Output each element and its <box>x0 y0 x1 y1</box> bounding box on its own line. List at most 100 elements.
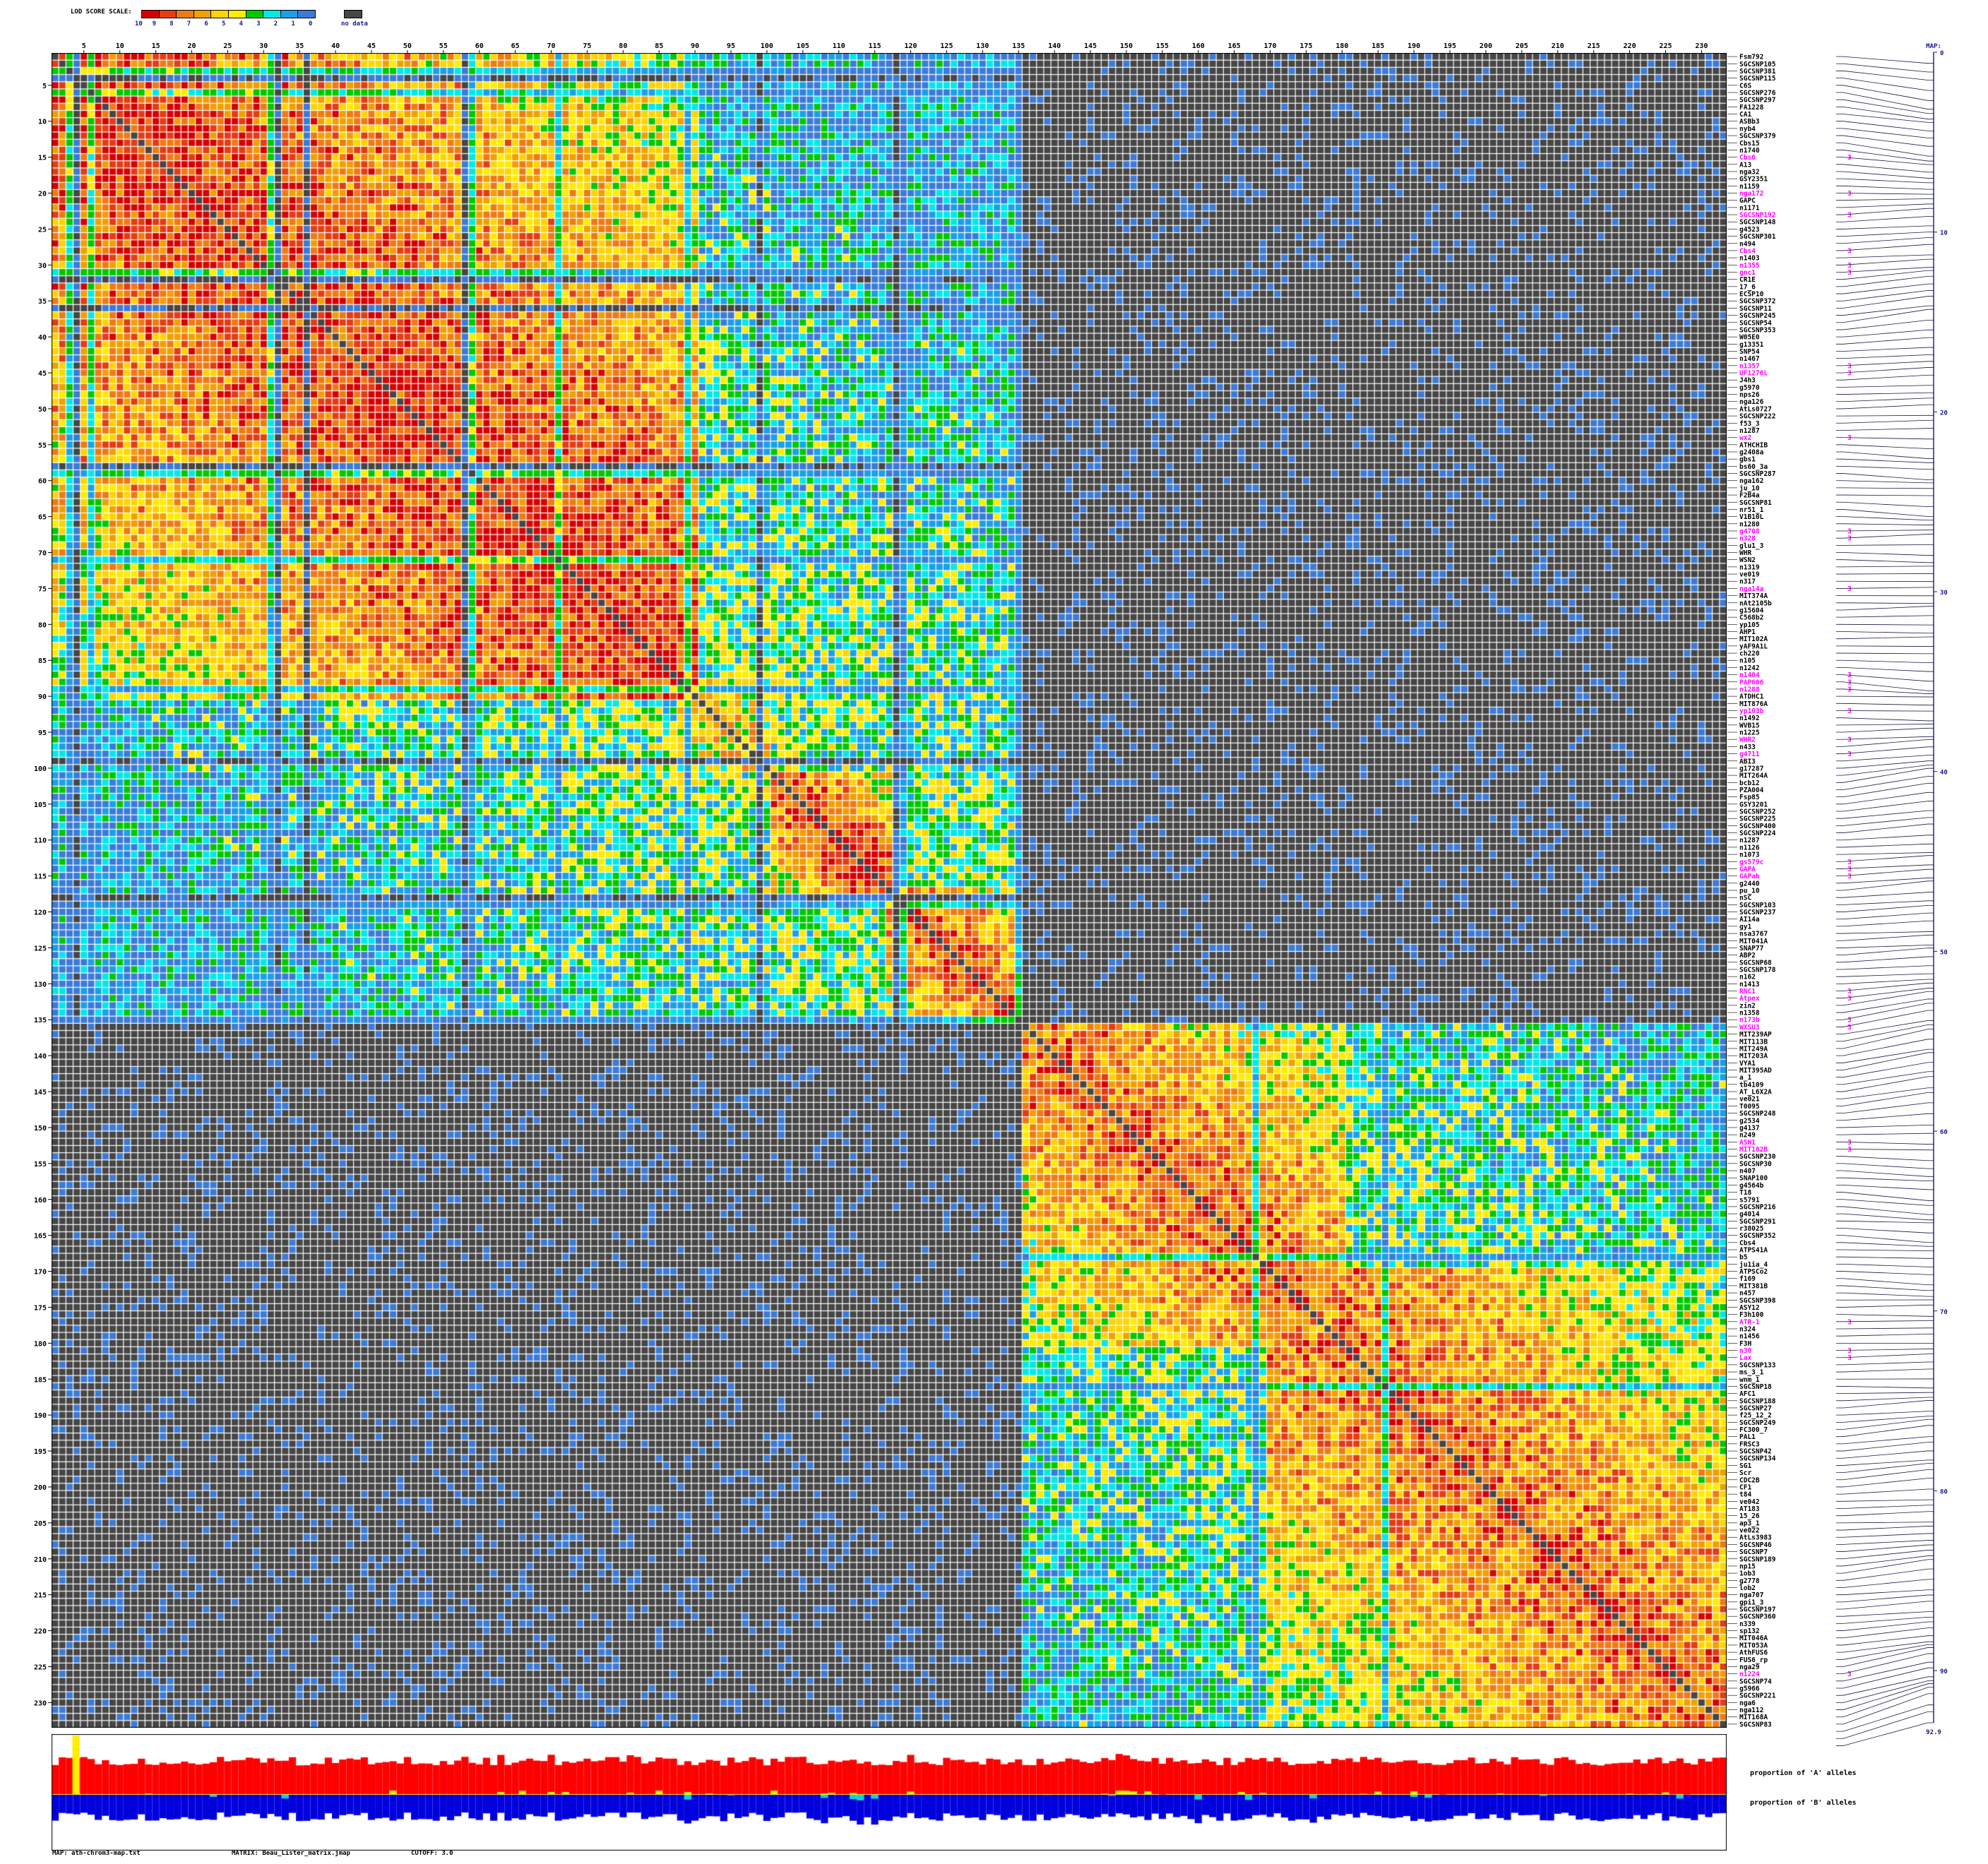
map-connector <box>1836 419 1934 424</box>
marker-name: bs60_3a <box>1739 463 1768 471</box>
marker-flag: 3 <box>1847 362 1852 370</box>
map-connector <box>1836 451 1934 459</box>
marker-name: SGCSNP81 <box>1739 499 1772 507</box>
marker-name: SGCSNP379 <box>1739 133 1776 141</box>
marker-name: T18 <box>1739 1189 1751 1197</box>
marker-name: nga112 <box>1739 1707 1763 1714</box>
map-connector <box>1836 843 1934 848</box>
marker-name: AT183 <box>1739 1505 1760 1513</box>
marker-name: g2408a <box>1739 449 1764 457</box>
marker-name: nga172 <box>1739 190 1763 198</box>
marker-name: MIT046A <box>1739 1635 1768 1642</box>
map-connector <box>1836 710 1934 712</box>
lod-heatmap[interactable] <box>52 53 1727 1728</box>
map-connector <box>1836 444 1934 449</box>
marker-name: ASBb3 <box>1739 118 1760 126</box>
marker-name: FUS6_rp <box>1739 1656 1768 1664</box>
lod-scale-swatch <box>280 10 299 18</box>
marker-name: CA1 <box>1739 111 1751 119</box>
map-connector <box>1836 319 1934 330</box>
marker-flag: 3 <box>1847 247 1852 255</box>
left-axis-tick-label: 55 <box>38 442 47 450</box>
map-connector <box>1836 1177 1934 1181</box>
map-connector <box>1836 1641 1934 1653</box>
map-connector <box>1836 1555 1934 1567</box>
map-connector <box>1836 1392 1934 1394</box>
marker-name: n1403 <box>1739 255 1760 263</box>
marker-name: tb4109 <box>1739 1081 1764 1089</box>
marker-name: SGCSNP301 <box>1739 233 1776 241</box>
marker-name: 15_26 <box>1739 1512 1760 1520</box>
map-connector <box>1836 746 1934 754</box>
map-connector <box>1836 178 1934 184</box>
marker-name: WXSU3 <box>1739 1024 1760 1032</box>
marker-flag: 3 <box>1847 736 1852 744</box>
marker-name: SGCSNP134 <box>1739 1455 1776 1463</box>
marker-name: SGCSNP398 <box>1739 1297 1776 1305</box>
map-connector <box>1836 667 1934 672</box>
marker-name: SGCSNP54 <box>1739 319 1772 327</box>
map-max-label: 92.9 <box>1926 1729 1941 1736</box>
footer-matrix: MATRIX: Beau_Lister_matrix.jmap <box>232 1850 350 1857</box>
marker-flag: 3 <box>1847 859 1852 866</box>
marker-name: g13351 <box>1739 341 1764 349</box>
marker-name: gnc1 <box>1739 269 1756 277</box>
marker-name: GAPab <box>1739 873 1760 880</box>
marker-name: SGCSNP83 <box>1739 1721 1772 1728</box>
map-connector <box>1836 982 1934 991</box>
map-connector <box>1836 1644 1934 1660</box>
top-axis-tick-label: 75 <box>583 42 591 50</box>
map-connector <box>1836 1522 1934 1524</box>
map-connector <box>1836 203 1934 208</box>
map-connector <box>1836 1621 1934 1631</box>
map-connector <box>1836 106 1934 120</box>
map-connector <box>1836 904 1934 912</box>
map-connector <box>1836 1499 1934 1502</box>
marker-name: g4523 <box>1739 226 1760 234</box>
top-axis-tick-label: 230 <box>1695 42 1708 50</box>
marker-name: A13 <box>1739 161 1751 169</box>
map-connector <box>1836 1334 1934 1337</box>
marker-name: n1171 <box>1739 204 1760 212</box>
map-connector <box>1836 1029 1934 1049</box>
top-axis-tick-label: 205 <box>1516 42 1528 50</box>
map-connector <box>1836 428 1934 431</box>
top-axis-tick-label: 50 <box>403 42 412 50</box>
top-axis-tick-label: 165 <box>1228 42 1241 50</box>
marker-name: gy1 <box>1739 923 1751 931</box>
map-connector <box>1836 573 1934 575</box>
top-axis-tick-label: 210 <box>1552 42 1564 50</box>
marker-name: SGCSNP221 <box>1739 1692 1776 1700</box>
map-connector <box>1836 1020 1934 1035</box>
top-axis-tick-label: 35 <box>295 42 304 50</box>
top-axis-tick-label: 55 <box>439 42 448 50</box>
top-axis-tick-label: 220 <box>1624 42 1636 50</box>
marker-name: T0095 <box>1739 1103 1760 1111</box>
left-axis-tick-label: 110 <box>34 837 47 845</box>
left-axis-tick-label: 50 <box>38 406 47 414</box>
left-axis-tick-label: 15 <box>38 155 47 162</box>
marker-name: SGCSNP400 <box>1739 823 1776 830</box>
map-tick-label: 40 <box>1940 770 1948 777</box>
marker-name: MIT876A <box>1739 700 1768 708</box>
marker-name: MIT374A <box>1739 592 1768 600</box>
map-title: MAP: <box>1926 43 1941 50</box>
map-connector <box>1836 717 1934 722</box>
marker-name: AFC1 <box>1739 1390 1756 1398</box>
map-connector <box>1836 1184 1934 1190</box>
marker-name: nga707 <box>1739 1591 1763 1599</box>
marker-name: PAL1 <box>1739 1433 1756 1441</box>
marker-name: MIT249A <box>1739 1045 1768 1053</box>
marker-name: ve042 <box>1739 1498 1760 1506</box>
marker-name: nr51_1 <box>1739 506 1764 514</box>
left-axis-tick-label: 210 <box>34 1556 47 1564</box>
marker-name: lob2 <box>1739 1584 1756 1592</box>
marker-name: SGCSNP178 <box>1739 966 1776 974</box>
marker-name: n1224 <box>1739 1671 1760 1678</box>
marker-name: SGCSNP224 <box>1739 830 1776 837</box>
lod-scale-level: 7 <box>186 20 191 28</box>
top-axis-tick-label: 135 <box>1012 42 1025 50</box>
top-axis-tick-label: 150 <box>1120 42 1133 50</box>
map-connector <box>1836 566 1934 568</box>
map-connector <box>1836 1249 1934 1252</box>
